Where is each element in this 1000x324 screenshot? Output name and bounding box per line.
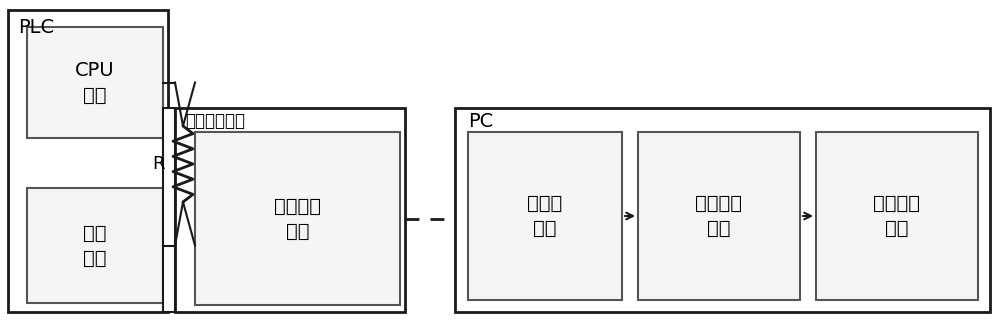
Text: PC: PC	[468, 112, 493, 131]
Text: 异常检测
模块: 异常检测 模块	[874, 194, 920, 238]
Text: 预处理
模块: 预处理 模块	[527, 194, 563, 238]
Bar	[27, 27, 163, 138]
Text: 数据采集单元: 数据采集单元	[185, 112, 245, 130]
Bar	[468, 132, 622, 300]
Bar	[163, 108, 175, 312]
Bar	[816, 132, 978, 300]
Bar	[8, 10, 168, 312]
Text: 数据采集
模块: 数据采集 模块	[274, 196, 321, 240]
Text: CPU
模块: CPU 模块	[75, 61, 115, 105]
Bar	[175, 108, 405, 312]
Bar	[455, 108, 990, 312]
Bar	[638, 132, 800, 300]
Text: 电源
模块: 电源 模块	[83, 224, 107, 268]
Text: PLC: PLC	[18, 18, 54, 37]
Bar	[27, 188, 163, 303]
Text: R: R	[152, 155, 165, 173]
Text: 特征提取
模块: 特征提取 模块	[696, 194, 742, 238]
Bar	[195, 132, 400, 305]
